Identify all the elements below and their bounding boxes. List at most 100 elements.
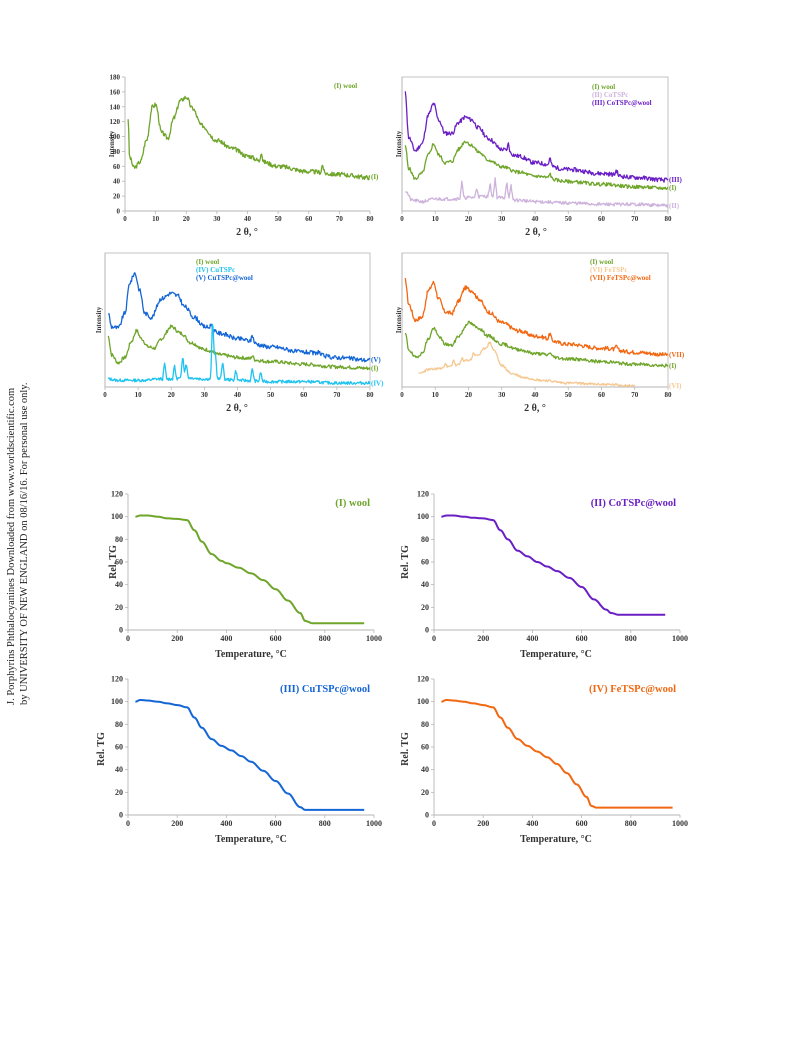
y-tick-label: 80 xyxy=(113,148,121,156)
y-axis-label: Rel. TG xyxy=(96,732,107,766)
y-tick-label: 100 xyxy=(111,697,123,706)
y-tick-label: 0 xyxy=(425,811,429,820)
x-tick-label: 400 xyxy=(220,634,232,643)
y-tick-label: 40 xyxy=(115,765,123,774)
x-tick-label: 20 xyxy=(465,215,473,223)
x-tick-label: 0 xyxy=(400,391,404,399)
series-end-label: (VI) xyxy=(669,382,682,390)
x-tick-label: 0 xyxy=(432,819,436,828)
series-line-cutspc xyxy=(107,323,371,386)
legend-entry: (V) CuTSPc@wool xyxy=(196,274,253,282)
y-tick-label: 60 xyxy=(421,558,429,567)
x-tick-label: 40 xyxy=(234,391,242,399)
y-tick-label: 20 xyxy=(115,603,123,612)
y-tick-label: 0 xyxy=(117,208,121,216)
x-tick-label: 0 xyxy=(126,634,130,643)
series-end-label: (I) xyxy=(669,362,677,370)
x-tick-label: 80 xyxy=(665,215,673,223)
chart-title: (II) CoTSPc@wool xyxy=(591,498,676,509)
legend-entry: (I) wool xyxy=(334,82,357,90)
x-tick-label: 400 xyxy=(526,819,538,828)
x-tick-label: 70 xyxy=(631,391,639,399)
x-tick-label: 10 xyxy=(432,391,440,399)
x-tick-label: 10 xyxy=(135,391,143,399)
x-tick-label: 70 xyxy=(333,391,341,399)
y-tick-label: 0 xyxy=(119,811,123,820)
x-tick-label: 30 xyxy=(201,391,209,399)
x-tick-label: 20 xyxy=(168,391,176,399)
y-tick-label: 60 xyxy=(113,163,121,171)
x-tick-label: 10 xyxy=(152,215,160,223)
x-tick-label: 400 xyxy=(526,634,538,643)
series-line-cotspc-wool xyxy=(441,514,666,616)
x-axis-label: 2 θ, ° xyxy=(226,403,248,414)
chart-tg-d: 0 200 400 600 800 1000 0 20 40 60 80 100 120 Temperat… xyxy=(400,675,688,846)
x-tick-label: 0 xyxy=(103,391,107,399)
x-tick-label: 1000 xyxy=(672,634,688,643)
y-tick-label: 80 xyxy=(421,720,429,729)
x-axis-label: Temperature, °C xyxy=(215,649,287,660)
x-tick-label: 50 xyxy=(267,391,275,399)
x-tick-label: 60 xyxy=(598,391,606,399)
x-tick-label: 1000 xyxy=(366,819,382,828)
y-tick-label: 20 xyxy=(115,788,123,797)
y-tick-label: 60 xyxy=(115,558,123,567)
series-line-cotspc xyxy=(405,177,669,208)
x-tick-label: 30 xyxy=(213,215,221,223)
legend-entry: (I) wool xyxy=(590,258,613,266)
y-axis-label: Intensity xyxy=(395,130,403,157)
chart-title: (IV) FeTSPc@wool xyxy=(589,684,676,695)
series-end-label: (I) xyxy=(371,364,379,372)
x-tick-label: 1000 xyxy=(672,819,688,828)
x-axis-label: Temperature, °C xyxy=(520,834,592,845)
x-tick-label: 800 xyxy=(625,634,637,643)
series-line-fetspc xyxy=(418,341,636,388)
y-tick-label: 180 xyxy=(110,74,121,82)
x-axis-label: Temperature, °C xyxy=(520,649,592,660)
x-tick-label: 400 xyxy=(220,819,232,828)
x-tick-label: 600 xyxy=(270,819,282,828)
y-tick-label: 60 xyxy=(115,743,123,752)
x-tick-label: 600 xyxy=(270,634,282,643)
x-tick-label: 200 xyxy=(477,819,489,828)
y-tick-label: 120 xyxy=(417,675,429,684)
x-tick-label: 800 xyxy=(625,819,637,828)
x-tick-label: 40 xyxy=(532,391,540,399)
x-tick-label: 200 xyxy=(171,634,183,643)
x-tick-label: 40 xyxy=(532,215,540,223)
series-end-label: (IV) xyxy=(371,379,384,387)
y-tick-label: 120 xyxy=(111,490,123,499)
series-end-label: (III) xyxy=(669,176,683,184)
x-tick-label: 40 xyxy=(244,215,252,223)
chart-xrd-d: 0 10 20 30 40 50 60 70 80 2 θ, ° Intensity (VII) (I)… xyxy=(395,252,685,414)
x-tick-label: 70 xyxy=(631,215,639,223)
y-axis-label: Intensity xyxy=(395,306,403,333)
x-tick-label: 20 xyxy=(465,391,473,399)
y-tick-label: 80 xyxy=(421,535,429,544)
y-tick-label: 0 xyxy=(425,626,429,635)
x-tick-label: 1000 xyxy=(366,634,382,643)
x-axis-label: 2 θ, ° xyxy=(525,227,547,238)
series-line-fetspc-wool xyxy=(441,699,673,809)
y-tick-label: 100 xyxy=(417,512,429,521)
x-tick-label: 30 xyxy=(498,391,506,399)
legend-entry: (I) wool xyxy=(592,83,615,91)
chart-tg-c: 0 200 400 600 800 1000 0 20 40 60 80 100 120 Temperat… xyxy=(96,675,382,846)
series-line-cotspc-wool xyxy=(404,91,669,183)
y-tick-label: 20 xyxy=(421,788,429,797)
x-tick-label: 60 xyxy=(300,391,308,399)
x-tick-label: 80 xyxy=(367,391,375,399)
y-tick-label: 160 xyxy=(110,88,121,96)
y-tick-label: 100 xyxy=(110,133,121,141)
y-tick-label: 40 xyxy=(115,580,123,589)
x-tick-label: 10 xyxy=(432,215,440,223)
y-axis-label: Intensity xyxy=(108,130,116,157)
x-axis-label: Temperature, °C xyxy=(215,834,287,845)
x-tick-label: 800 xyxy=(319,634,331,643)
series-line-wool xyxy=(135,514,365,625)
y-tick-label: 0 xyxy=(119,626,123,635)
x-tick-label: 50 xyxy=(565,391,573,399)
y-tick-label: 60 xyxy=(421,743,429,752)
x-tick-label: 50 xyxy=(275,215,283,223)
x-tick-label: 50 xyxy=(565,215,573,223)
